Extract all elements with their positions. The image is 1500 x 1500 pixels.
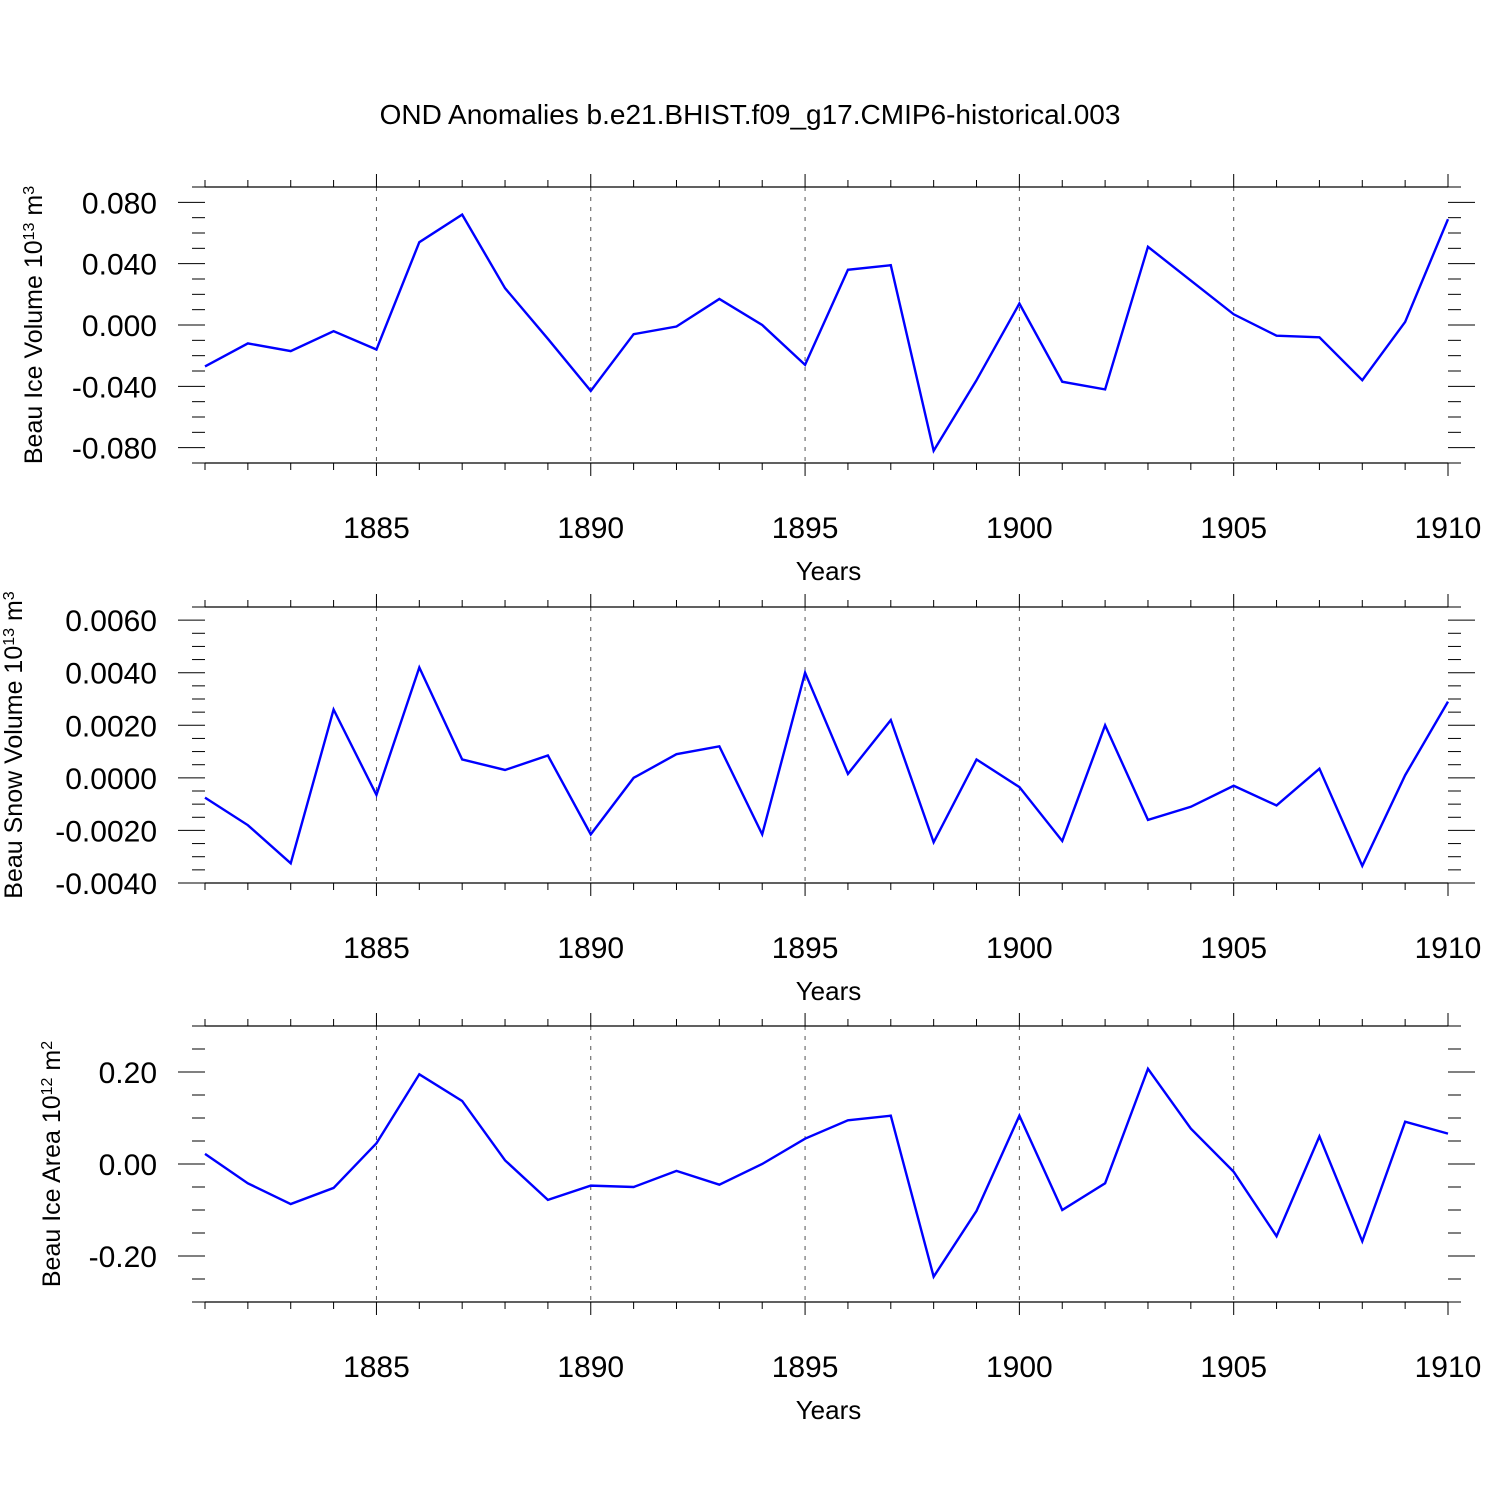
x-tick-label: 1885 [343,932,410,965]
y-tick-label: 0.00 [99,1149,157,1182]
chart-panel-3: 1885 1890 1895 1900 1905 1910 Years -0.20 0.00 0.… [38,1013,1481,1425]
y-axis-label-superscript: 3 [1,591,18,600]
y-tick-label: -0.0040 [55,868,157,901]
x-tick-label: 1910 [1415,932,1482,965]
y-tick-label: -0.20 [89,1241,157,1274]
y-axis-label-superscript: 13 [21,222,38,240]
chart-panels: 1885 1890 1895 1900 1905 1910 Years -0.080 -0.04… [0,174,1481,1425]
x-tick-label: 1905 [1200,512,1267,545]
y-axis-label-text: Beau Ice Area 10 [38,1095,66,1287]
y-tick-label: 0.20 [99,1057,157,1090]
x-tick-label: 1895 [772,512,839,545]
y-tick-label: 0.040 [82,249,157,282]
x-tick-label: 1890 [557,512,624,545]
x-tick-label: 1900 [986,932,1053,965]
x-tick-label: 1885 [343,1351,410,1384]
y-axis-label-text: Beau Ice Volume 10 [20,240,48,464]
x-tick-label: 1900 [986,512,1053,545]
y-axis-label-text: m [38,1050,66,1078]
y-tick-label: 0.0060 [65,605,157,638]
y-tick-label: 0.0040 [65,658,157,691]
x-axis-label: Years [796,1395,862,1425]
x-tick-label: 1910 [1415,1351,1482,1384]
y-tick-label: 0.080 [82,187,157,220]
x-tick-label: 1895 [772,932,839,965]
x-tick-label: 1905 [1200,1351,1267,1384]
series-line [204,212,1450,454]
x-tick-label: 1885 [343,512,410,545]
y-axis-label-text: m [20,195,48,223]
x-tick-label: 1890 [557,1351,624,1384]
x-tick-label: 1900 [986,1351,1053,1384]
x-tick-label: 1895 [772,1351,839,1384]
y-tick-label: -0.040 [72,371,157,404]
chart-panel-1: 1885 1890 1895 1900 1905 1910 Years -0.080 -0.04… [20,174,1481,586]
y-tick-label: 0.000 [82,310,157,343]
y-tick-label: -0.0020 [55,815,157,848]
series-line [204,1066,1449,1280]
y-tick-label: 0.0020 [65,710,157,743]
x-tick-label: 1890 [557,932,624,965]
y-axis-label: Beau Ice Volume 1013 m3 [20,186,48,464]
y-tick-label: -0.080 [72,433,157,466]
chart-title: OND Anomalies b.e21.BHIST.f09_g17.CMIP6-… [380,99,1121,130]
chart-panel-2: 1885 1890 1895 1900 1905 1910 Years -0.0040 -0.0… [0,591,1481,1006]
y-axis-label: Beau Snow Volume 1013 m3 [0,591,28,899]
y-axis-label-superscript: 12 [39,1077,56,1095]
series-line [204,664,1450,869]
y-axis-label: Beau Ice Area 1012 m2 [38,1041,66,1287]
x-tick-label: 1910 [1415,512,1482,545]
y-axis-label-text: m [0,600,28,628]
y-tick-label: 0.0000 [65,763,157,796]
y-axis-label-superscript: 2 [39,1041,56,1050]
x-axis-label: Years [796,976,862,1006]
x-tick-label: 1905 [1200,932,1267,965]
y-axis-label-text: Beau Snow Volume 10 [0,646,28,899]
x-axis-label: Years [796,556,862,586]
y-axis-label-superscript: 3 [21,186,38,195]
y-axis-label-superscript: 13 [1,628,18,646]
